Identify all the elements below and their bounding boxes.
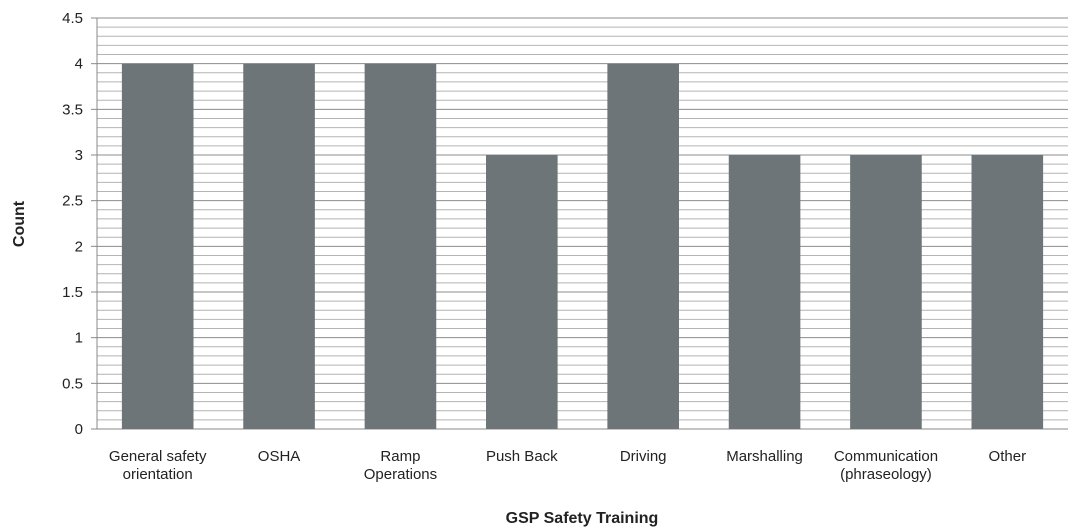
- bar: [486, 155, 558, 429]
- y-tick-label: 2.5: [62, 193, 83, 210]
- y-tick-label: 3: [75, 147, 83, 164]
- y-axis-label: Count: [11, 200, 28, 247]
- y-tick-label: 0.5: [62, 375, 83, 392]
- x-axis-label: GSP Safety Training: [506, 510, 659, 527]
- y-tick-label: 1.5: [62, 284, 83, 301]
- x-tick-label: Ramp Operations: [364, 448, 437, 483]
- x-tick-label: OSHA: [258, 448, 301, 465]
- bar: [850, 155, 922, 429]
- bar: [364, 63, 437, 430]
- bar: [971, 155, 1044, 429]
- x-tick-label: Driving: [620, 448, 667, 465]
- x-tick-label: Marshalling: [726, 448, 803, 465]
- x-tick-label: Push Back: [486, 448, 558, 465]
- x-tick-label: Other: [989, 448, 1027, 465]
- bar: [243, 63, 315, 430]
- y-tick-label: 0: [75, 421, 83, 438]
- x-tick-label: General safety orientation: [109, 448, 207, 483]
- y-tick-label: 4.5: [62, 10, 83, 27]
- y-tick-label: 2: [75, 238, 83, 255]
- bar: [121, 63, 194, 430]
- bar: [728, 155, 801, 429]
- y-tick-label: 1: [75, 330, 83, 347]
- y-tick-label: 4: [75, 56, 83, 73]
- x-tick-label: Communication (phraseology): [834, 448, 938, 483]
- bar: [607, 63, 679, 430]
- y-tick-label: 3.5: [62, 101, 83, 118]
